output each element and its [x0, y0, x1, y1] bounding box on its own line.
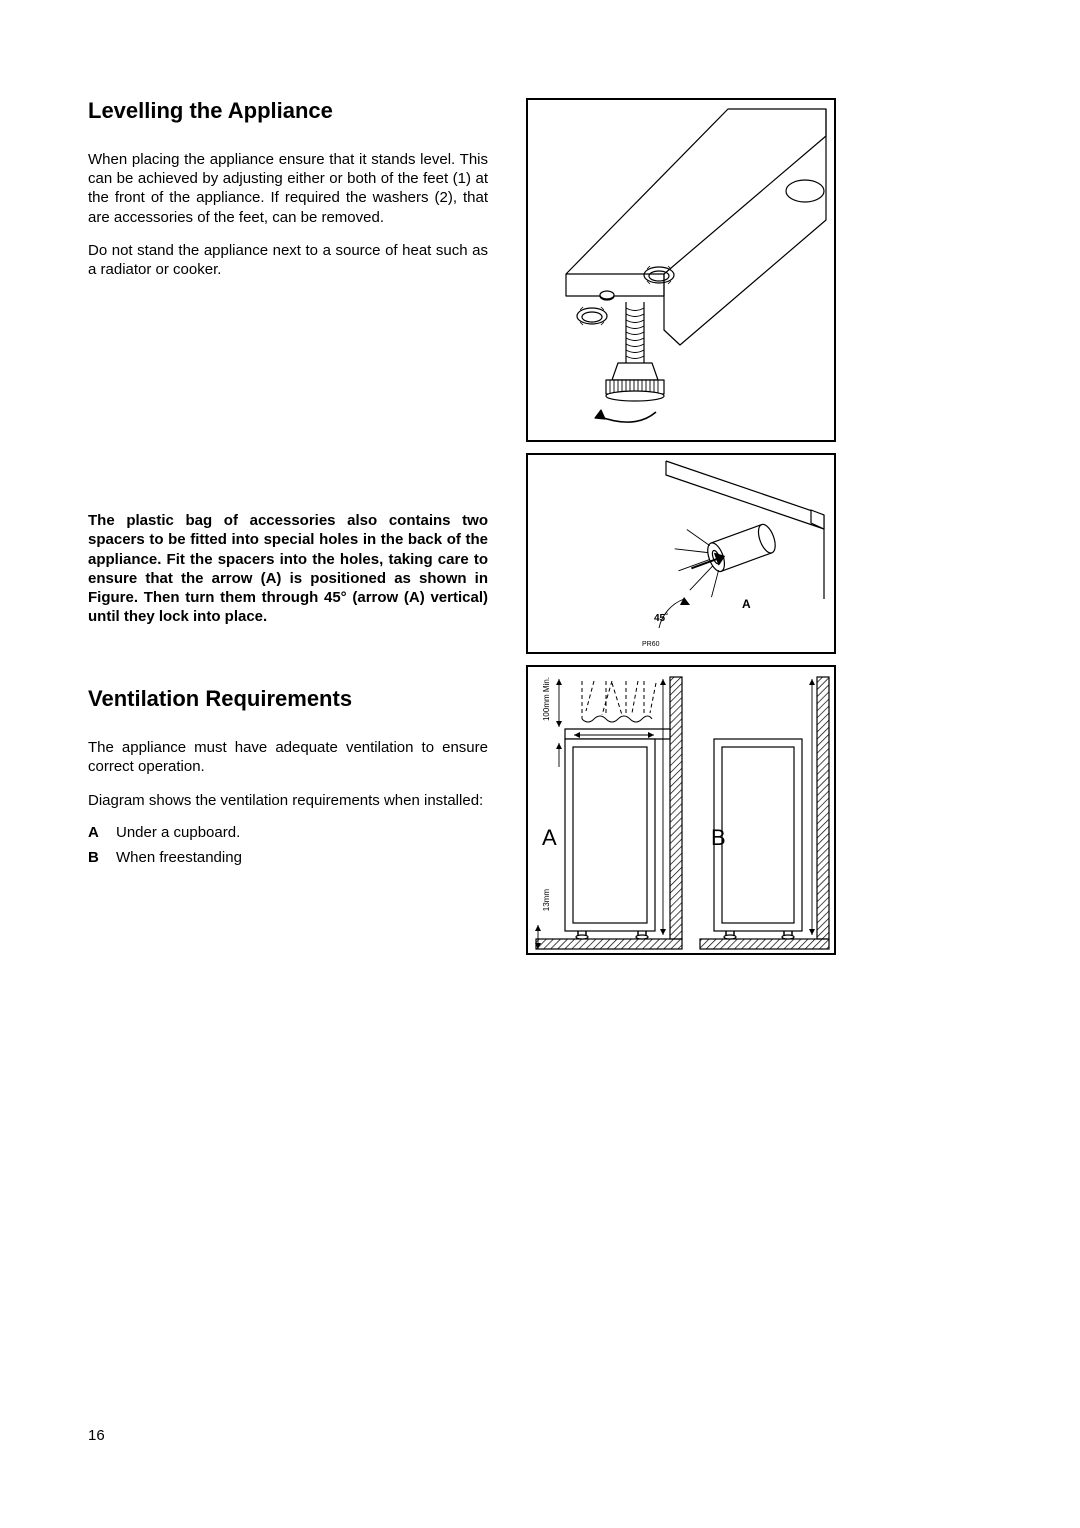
page: Levelling the Appliance When placing the… [0, 0, 1080, 955]
ventilation-heading: Ventilation Requirements [88, 686, 488, 712]
list-letter: B [88, 849, 104, 866]
levelling-para2: Do not stand the appliance next to a sou… [88, 241, 488, 279]
list-text: When freestanding [116, 849, 242, 866]
levelling-para1: When placing the appliance ensure that i… [88, 150, 488, 227]
vent-label-b: B [711, 825, 726, 851]
spacer-svg [528, 455, 834, 652]
list-letter: A [88, 824, 104, 841]
figure-spacer: A 45° PR60 [526, 453, 836, 654]
right-column: A 45° PR60 [526, 98, 836, 955]
levelling-heading: Levelling the Appliance [88, 98, 488, 124]
list-item: A Under a cupboard. [88, 824, 488, 841]
spacer-code: PR60 [642, 641, 660, 648]
vent-13mm: 13mm [542, 889, 551, 911]
figure-ventilation: 100mm Min. 13mm A B [526, 665, 836, 955]
figure-levelling-foot [526, 98, 836, 442]
vent-100mm: 100mm Min. [542, 677, 551, 721]
spacer-45: 45° [654, 613, 668, 624]
ventilation-svg [528, 667, 834, 953]
ventilation-list: A Under a cupboard. B When freestanding [88, 824, 488, 866]
left-column: Levelling the Appliance When placing the… [88, 98, 488, 955]
ventilation-para1: The appliance must have adequate ventila… [88, 738, 488, 776]
list-text: Under a cupboard. [116, 824, 240, 841]
vent-label-a: A [542, 825, 557, 851]
page-number: 16 [88, 1427, 105, 1444]
levelling-svg [528, 100, 834, 440]
ventilation-para2: Diagram shows the ventilation requiremen… [88, 791, 488, 810]
spacer-label-a: A [742, 597, 751, 611]
spacer-paragraph: The plastic bag of accessories also cont… [88, 511, 488, 626]
list-item: B When freestanding [88, 849, 488, 866]
